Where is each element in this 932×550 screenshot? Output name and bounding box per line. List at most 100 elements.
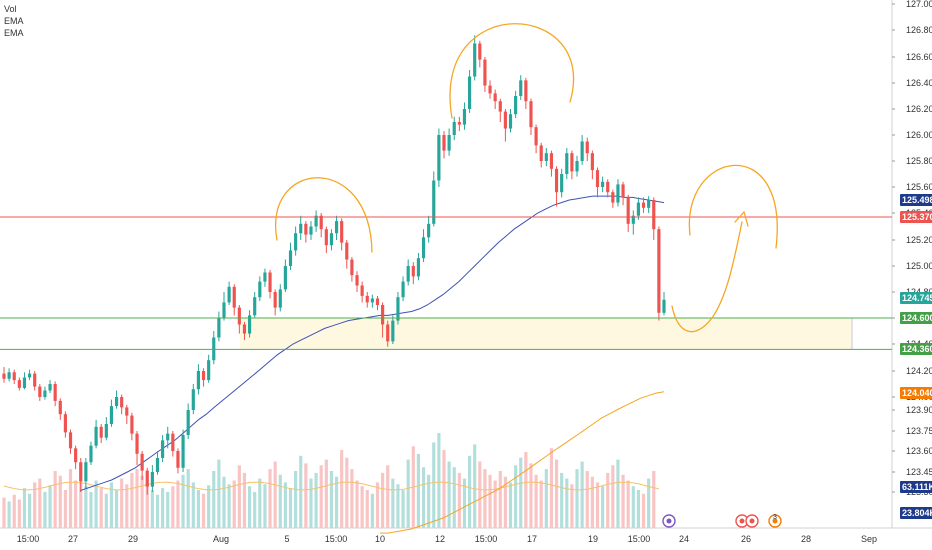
price-axis[interactable]: 127.000 126.800 126.600 126.400 126.200 126.0… (892, 0, 932, 497)
indicator-ema-label-1[interactable]: EMA (4, 16, 24, 26)
volume-bar (606, 472, 610, 528)
volume-bar (452, 467, 456, 528)
volume-bar (514, 465, 518, 528)
candle-body (299, 223, 303, 234)
volume-bar (104, 493, 108, 528)
price-badge-label: 124.040 (902, 388, 932, 398)
volume-bar (565, 478, 569, 528)
candle-body (17, 380, 21, 388)
price-tick-label: 124.200 (906, 366, 932, 376)
time-tick-label: 19 (588, 534, 598, 544)
candle-body (560, 174, 564, 193)
hand-drawings (274, 23, 778, 333)
volume-bar (529, 463, 533, 528)
price-badge-label: 125.498 (902, 195, 932, 205)
candle-body (411, 266, 415, 277)
time-tick-label: 15:00 (17, 534, 40, 544)
volume-bar (53, 471, 57, 528)
candle-body (381, 305, 385, 325)
volume-bar (99, 488, 103, 528)
candle-body (355, 275, 359, 286)
price-badges: 125.498 125.370 124.745 124.600 124.360 124.0… (900, 194, 932, 519)
price-tick-label: 125.000 (906, 261, 932, 271)
volume-bar (253, 491, 257, 528)
candle-body (590, 153, 594, 171)
price-tick-label: 123.900 (906, 405, 932, 415)
price-badge-label: 63.111K (902, 482, 932, 492)
price-badge (900, 211, 932, 223)
volume-bar (432, 442, 436, 528)
candle-body (508, 114, 513, 129)
candle-body (135, 433, 139, 454)
volume-bar (217, 459, 221, 528)
volume-bar (84, 486, 88, 528)
candle-body (549, 153, 554, 169)
price-badge (900, 387, 932, 399)
candle-body (120, 397, 124, 408)
volume-bar (601, 486, 605, 528)
volume-bar (27, 493, 32, 528)
event-marker-dot (739, 518, 745, 524)
time-tick-label: 29 (128, 534, 138, 544)
price-badge-label: 124.600 (902, 313, 932, 323)
volume-bar (196, 490, 201, 528)
candle-body (176, 451, 180, 468)
volume-bar (406, 459, 410, 528)
volume-bar (207, 485, 211, 528)
volume-bar (498, 471, 502, 528)
candle-body (406, 266, 410, 282)
event-marker-dot (772, 518, 778, 524)
volume-bar (421, 467, 426, 528)
candle-body (324, 229, 328, 246)
projection-arrow-head (734, 210, 749, 227)
candle-body (396, 297, 400, 321)
candle-body (647, 200, 651, 208)
candle-body (391, 320, 395, 342)
candle-body (104, 424, 108, 438)
candle-body (38, 386, 42, 397)
indicator-vol-label[interactable]: Vol (4, 4, 17, 14)
price-tick-label: 125.200 (906, 235, 932, 245)
volume-bar (33, 482, 37, 528)
time-axis[interactable]: 15:00 27 29 Aug 5 15:00 10 12 15:00 17 19 15:00 24 26… (17, 534, 877, 544)
right-shoulder-arc (688, 164, 778, 249)
volume-bar (186, 469, 190, 528)
volume-bar (299, 455, 303, 528)
volume-bar (212, 471, 216, 528)
candle-body (268, 272, 272, 292)
volume-bar (288, 488, 293, 528)
event-markers[interactable]: 3 (662, 514, 782, 528)
volume-bar (340, 450, 344, 528)
volume-bar (647, 478, 651, 528)
volume-bar (493, 480, 497, 528)
candle-body (58, 400, 62, 415)
volume-bar (508, 482, 513, 528)
candle-body (273, 292, 277, 308)
volume-bar (63, 490, 67, 528)
candle-body (304, 223, 308, 235)
volume-bar (258, 478, 262, 528)
volume-bar (171, 486, 175, 528)
volume-bar (109, 482, 114, 528)
volume-bar (140, 475, 144, 528)
candle-body (186, 410, 190, 435)
candle-body (79, 462, 83, 482)
price-badge (900, 312, 932, 324)
volume-bar (314, 472, 318, 528)
volume-bar (360, 486, 364, 528)
volume-bar (539, 480, 543, 528)
candle-body (2, 373, 6, 379)
volume-bar (114, 490, 119, 528)
volume-bar (278, 474, 282, 528)
volume-bar (2, 497, 6, 528)
volume-bar (554, 459, 559, 528)
volume-bar (130, 472, 134, 528)
head-arc (449, 23, 575, 119)
candle-body (263, 272, 267, 282)
volume-bar (58, 475, 62, 528)
time-tick-label: 5 (284, 534, 289, 544)
volume-bar (580, 461, 584, 528)
indicator-ema-label-2[interactable]: EMA (4, 28, 24, 38)
